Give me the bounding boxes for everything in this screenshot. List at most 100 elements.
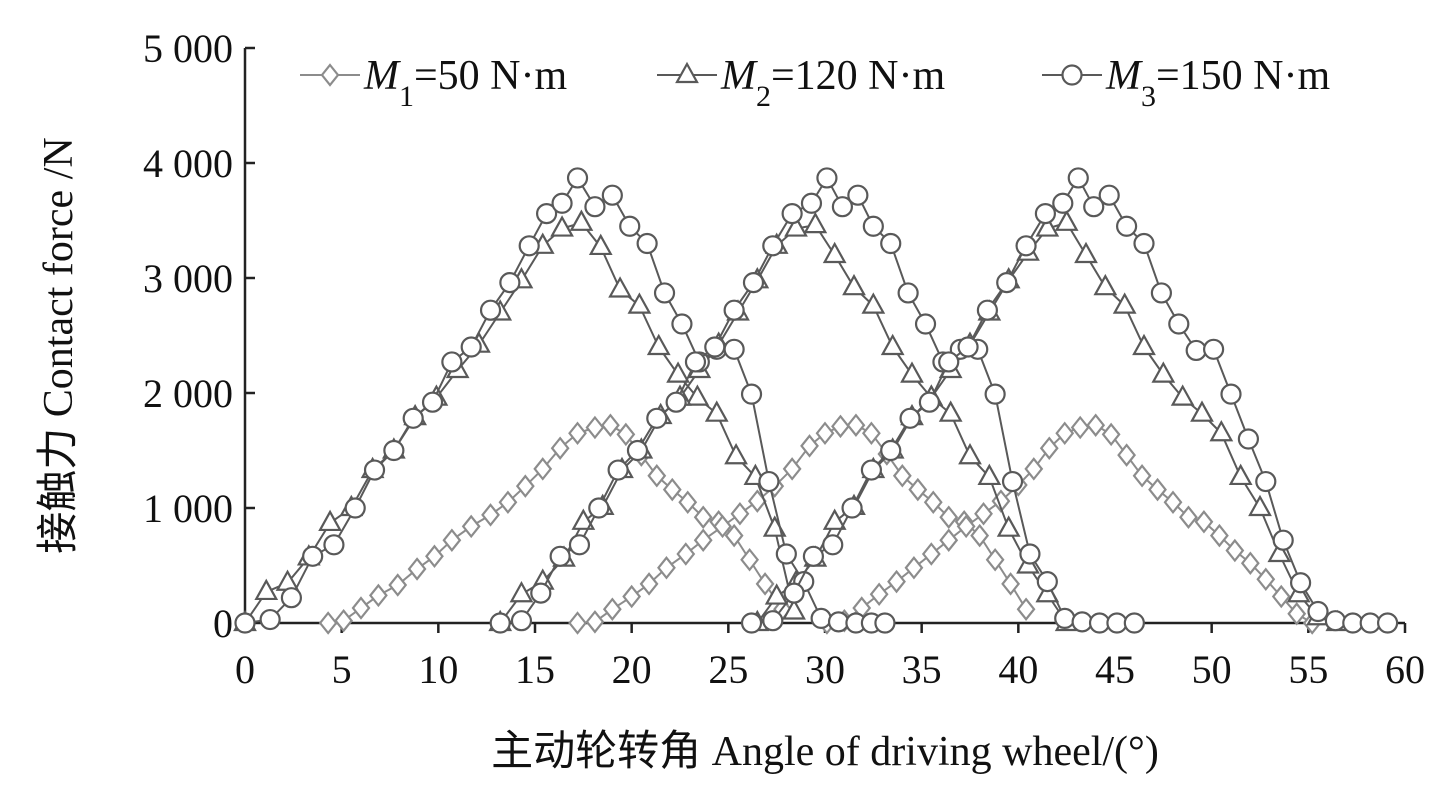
data-point bbox=[762, 610, 784, 632]
data-point bbox=[874, 612, 896, 634]
data-point bbox=[585, 415, 605, 440]
data-point bbox=[421, 391, 444, 413]
data-point bbox=[1324, 610, 1347, 632]
data-point bbox=[666, 361, 690, 383]
data-point bbox=[1163, 490, 1183, 515]
data-point bbox=[781, 203, 803, 225]
data-point bbox=[383, 439, 405, 462]
data-point bbox=[1074, 241, 1098, 264]
data-point bbox=[1342, 612, 1364, 634]
data-point bbox=[822, 508, 847, 530]
data-point bbox=[938, 351, 960, 373]
data-point bbox=[810, 607, 832, 630]
data-point bbox=[904, 556, 924, 580]
data-point bbox=[846, 413, 866, 437]
y-tick-label: 4 000 bbox=[143, 141, 233, 186]
data-point bbox=[368, 583, 388, 608]
data-point bbox=[1228, 463, 1253, 486]
data-point bbox=[1067, 167, 1089, 189]
data-point bbox=[646, 407, 668, 429]
data-point bbox=[684, 351, 707, 373]
legend-marker bbox=[320, 63, 340, 87]
data-point bbox=[827, 611, 850, 633]
legend-label: M1=50 N·m bbox=[363, 53, 568, 113]
data-point bbox=[550, 436, 570, 460]
data-point bbox=[815, 421, 835, 446]
data-point bbox=[740, 547, 760, 572]
data-point bbox=[489, 612, 511, 634]
y-tick-label: 2 000 bbox=[143, 371, 233, 416]
data-point bbox=[1209, 419, 1234, 442]
data-point bbox=[1015, 235, 1037, 257]
y-tick-label: 1 000 bbox=[143, 486, 233, 531]
data-point bbox=[831, 414, 850, 439]
data-point bbox=[1115, 215, 1138, 237]
data-point bbox=[1098, 184, 1120, 206]
data-point bbox=[860, 459, 883, 481]
x-tick-label: 0 bbox=[235, 647, 255, 692]
data-point bbox=[783, 582, 805, 604]
data-point bbox=[842, 273, 866, 296]
data-point bbox=[1225, 538, 1245, 563]
data-point bbox=[1272, 529, 1294, 551]
data-point bbox=[533, 457, 553, 481]
data-point bbox=[1106, 612, 1128, 634]
data-point bbox=[1190, 400, 1214, 422]
data-point bbox=[662, 477, 682, 502]
data-point bbox=[510, 610, 533, 632]
data-point bbox=[939, 528, 959, 552]
legend-item: M1=50 N·m bbox=[300, 53, 568, 113]
data-point bbox=[1240, 551, 1260, 575]
data-point bbox=[1101, 422, 1121, 447]
data-point bbox=[996, 515, 1021, 537]
legend-label: M2=120 N·m bbox=[720, 53, 946, 113]
data-point bbox=[1016, 597, 1036, 621]
data-point bbox=[1036, 570, 1058, 593]
data-point bbox=[1034, 203, 1057, 225]
data-point bbox=[1289, 572, 1312, 594]
data-point bbox=[302, 545, 324, 567]
data-point bbox=[1093, 273, 1118, 296]
data-point bbox=[318, 611, 338, 635]
data-point bbox=[619, 215, 641, 237]
data-point bbox=[460, 336, 482, 358]
data-point bbox=[782, 457, 802, 481]
data-point bbox=[1055, 421, 1075, 446]
data-point bbox=[1132, 464, 1152, 488]
data-point bbox=[1194, 510, 1214, 534]
data-point bbox=[678, 490, 698, 515]
data-point bbox=[802, 545, 825, 567]
data-point bbox=[764, 583, 789, 605]
x-tick-label: 60 bbox=[1385, 647, 1425, 692]
series-line bbox=[751, 175, 1388, 624]
legend-marker bbox=[1061, 64, 1083, 86]
data-point bbox=[585, 610, 605, 634]
data-point bbox=[584, 196, 606, 218]
data-point bbox=[742, 272, 765, 294]
data-point bbox=[1307, 600, 1329, 623]
data-point bbox=[1035, 215, 1060, 237]
data-point bbox=[861, 421, 881, 446]
data-point bbox=[1170, 384, 1195, 406]
data-point bbox=[509, 580, 534, 603]
data-point bbox=[723, 299, 745, 321]
data-point bbox=[693, 528, 713, 552]
data-point bbox=[704, 336, 726, 358]
x-tick-label: 50 bbox=[1192, 647, 1232, 692]
data-point bbox=[588, 497, 610, 519]
data-point bbox=[1359, 612, 1381, 634]
data-point bbox=[880, 333, 905, 356]
series-layer bbox=[233, 167, 1399, 635]
data-point bbox=[800, 192, 823, 214]
data-point bbox=[1168, 313, 1190, 335]
data-point bbox=[784, 215, 808, 237]
data-point bbox=[1376, 612, 1399, 634]
data-point bbox=[442, 528, 462, 552]
data-point bbox=[892, 464, 912, 488]
data-point bbox=[1001, 470, 1024, 493]
data-point bbox=[535, 203, 558, 225]
data-point bbox=[921, 542, 941, 566]
data-point bbox=[887, 569, 906, 594]
data-point bbox=[1052, 192, 1074, 214]
